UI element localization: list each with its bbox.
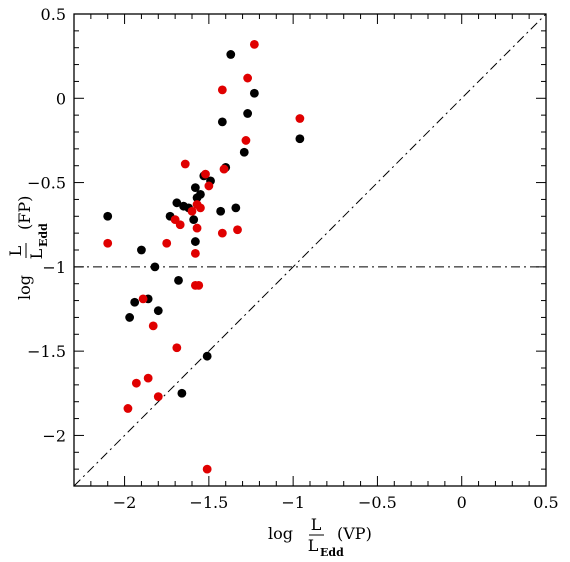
y-tick-label: −1 [42,258,66,277]
black-data-point [249,88,259,98]
y-tick-labels: −2 −1.5 −1 −0.5 0 0.5 [27,5,66,445]
black-data-point [174,275,183,285]
plot-frame [73,13,547,487]
red-data-point [219,164,229,174]
data-points [103,39,305,474]
black-data-point [239,147,249,157]
red-data-point [190,248,200,258]
one-to-one-line [73,13,547,487]
black-data-point [177,388,187,398]
red-data-point [103,238,113,248]
x-axis-label-numerator: L [311,515,322,534]
black-data-point [125,313,135,322]
red-data-point [148,321,158,331]
x-axis-label-denominator: L [308,536,319,555]
black-data-point [137,245,146,255]
y-tick-label: −2 [42,426,66,445]
red-data-point [123,404,133,413]
black-data-point [243,109,253,118]
red-data-point [243,73,253,83]
red-data-point [202,464,212,474]
red-data-point [187,206,197,216]
red-data-point [233,225,242,235]
black-data-point [172,198,182,208]
black-data-point [231,203,241,213]
red-data-point [138,294,148,304]
black-data-point [202,351,212,361]
red-data-point [295,114,305,123]
red-data-point [249,39,259,49]
x-axis-label-suffix: (VP) [337,524,372,543]
black-data-point [189,215,199,225]
black-data-point [190,183,200,193]
red-data-point [241,136,251,145]
x-tick-labels: −2 −1.5 −1 −0.5 0 0.5 [113,493,559,512]
red-data-point [204,181,214,191]
red-data-point [175,220,185,230]
red-data-point [153,392,163,402]
x-tick-label: 0.5 [533,493,558,512]
red-data-point [162,238,172,248]
x-axis-label-subscript: Edd [320,546,344,559]
red-data-point [217,228,227,238]
red-data-point [172,343,182,353]
y-axis-label-denominator: L [27,248,46,259]
y-axis-label: log L L Edd (FP) [6,196,50,300]
black-data-point [196,189,205,199]
red-data-point [196,203,205,213]
x-axis-label: log L L Edd (VP) [268,515,372,559]
y-tick-label: −0.5 [27,174,66,193]
black-data-point [216,206,226,216]
black-data-point [295,134,305,144]
red-data-point [217,85,227,95]
y-axis-label-numerator: L [6,245,25,256]
x-tick-label: −0.5 [358,493,397,512]
x-axis-label-prefix: log [268,524,293,543]
black-data-point [103,211,113,221]
black-data-point [226,50,236,59]
y-tick-label: 0 [56,89,66,108]
black-data-point [190,237,200,246]
y-axis-label-subscript: Edd [37,223,50,247]
black-data-point [217,117,227,127]
red-data-point [143,373,153,383]
red-data-point [194,281,204,290]
y-tick-label: −1.5 [27,342,66,361]
black-data-point [130,297,140,307]
y-axis-label-prefix: log [15,275,34,300]
x-tick-label: −1.5 [189,493,228,512]
red-data-point [201,169,210,179]
black-data-point [153,306,163,316]
y-tick-label: 0.5 [41,5,66,24]
black-data-point [150,262,160,272]
y-axis-label-suffix: (FP) [15,196,34,230]
x-tick-label: −1 [281,493,305,512]
x-tick-label: −2 [113,493,137,512]
red-data-point [192,223,202,233]
x-tick-label: 0 [457,493,467,512]
red-data-point [180,159,190,169]
red-data-point [131,378,141,388]
